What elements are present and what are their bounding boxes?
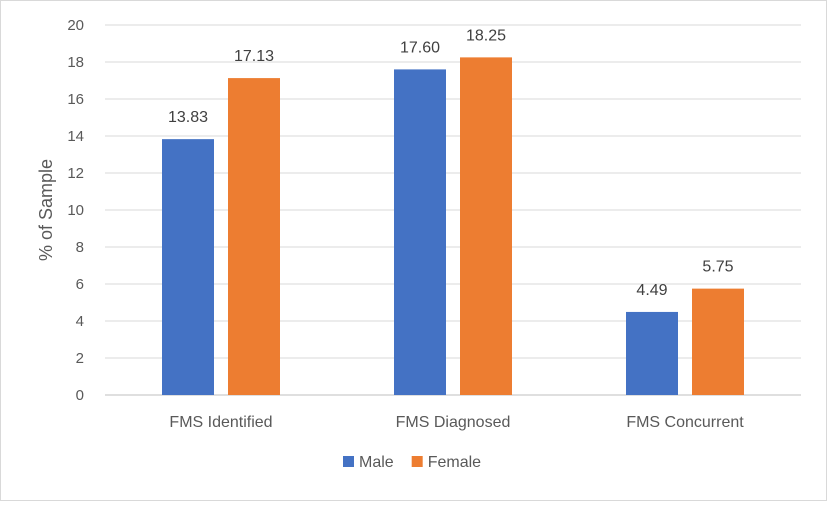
y-tick-label: 4 — [76, 313, 84, 330]
category-labels: FMS Identified FMS Diagnosed FMS Concurren… — [169, 414, 744, 431]
data-labels: 13.83 17.13 17.60 18.25 4.49 5.75 — [168, 27, 734, 299]
data-label-female-3: 5.75 — [702, 259, 733, 276]
y-tick-label: 0 — [76, 387, 84, 404]
bar-male-2 — [394, 69, 446, 396]
data-label-male-2: 17.60 — [400, 39, 440, 56]
y-tick-label: 6 — [76, 276, 84, 293]
legend-label: Male — [359, 454, 394, 471]
y-tick-label: 8 — [76, 239, 84, 256]
legend-swatch — [411, 456, 423, 467]
y-tick-label: 12 — [67, 165, 84, 182]
data-label-male-3: 4.49 — [636, 282, 667, 299]
bar-male-1 — [162, 139, 214, 395]
y-tick-label: 14 — [67, 128, 84, 145]
bar-female-3 — [692, 288, 744, 395]
gridlines — [105, 24, 801, 396]
bar-female-2 — [460, 57, 512, 395]
data-label-female-1: 17.13 — [234, 48, 274, 65]
bar-male-3 — [626, 311, 678, 395]
y-axis-ticks: 0 2 4 6 8 10 12 14 16 18 20 — [67, 17, 84, 404]
y-tick-label: 18 — [67, 54, 84, 71]
y-axis-title: % of Sample — [36, 159, 56, 261]
bar-female-1 — [228, 78, 280, 395]
bars — [162, 57, 744, 396]
legend-item-male: Male — [343, 454, 394, 471]
legend-label: Female — [428, 454, 481, 471]
y-tick-label: 10 — [67, 202, 84, 219]
y-tick-label: 2 — [76, 350, 84, 367]
x-category-label: FMS Diagnosed — [396, 414, 511, 431]
legend-swatch — [343, 456, 354, 467]
x-category-label: FMS Concurrent — [626, 414, 744, 431]
data-label-female-2: 18.25 — [466, 27, 506, 44]
data-label-male-1: 13.83 — [168, 109, 208, 126]
x-category-label: FMS Identified — [169, 414, 272, 431]
y-tick-label: 16 — [67, 91, 84, 108]
y-tick-label: 20 — [67, 17, 84, 34]
legend: Male Female — [343, 454, 481, 471]
legend-item-female: Female — [411, 454, 481, 471]
